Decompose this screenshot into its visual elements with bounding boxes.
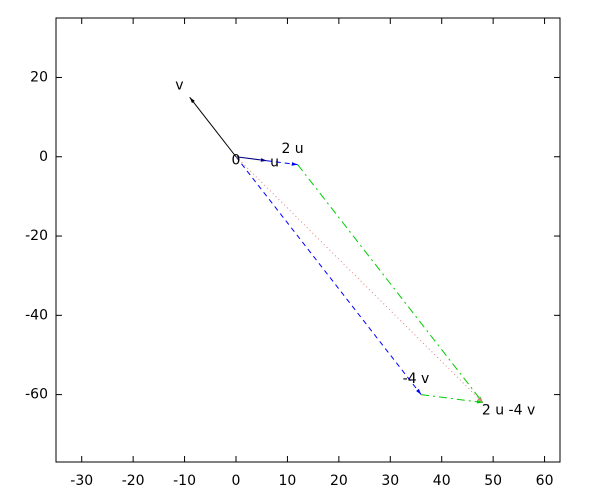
x-tick-label: 40 [433, 473, 451, 489]
x-tick-label: 20 [330, 473, 348, 489]
x-tick-label: -20 [122, 473, 145, 489]
x-tick-label: 0 [232, 473, 241, 489]
vector [189, 96, 237, 158]
y-tick-label: -60 [25, 387, 48, 403]
x-tick-label: -10 [173, 473, 196, 489]
vector-label: 0 [232, 153, 241, 169]
vector-label: v [175, 77, 183, 93]
vector-label: 2 u [281, 141, 303, 157]
y-tick-label: 20 [30, 69, 48, 85]
x-tick-label: 10 [279, 473, 297, 489]
y-tick-label: -20 [25, 228, 48, 244]
vector [235, 156, 267, 162]
plot-frame [55, 17, 561, 463]
vector [235, 156, 422, 395]
vector-label: -4 v [403, 371, 430, 387]
vector [235, 156, 484, 403]
y-tick-label: -40 [25, 307, 48, 323]
x-tick-label: -30 [70, 473, 93, 489]
x-tick-label: 60 [536, 473, 554, 489]
vector-label: 2 u -4 v [482, 402, 535, 418]
x-tick-label: 50 [484, 473, 502, 489]
x-tick-label: 30 [381, 473, 399, 489]
vector-label: u [270, 155, 279, 171]
vector [297, 164, 484, 403]
y-tick-label: 0 [39, 149, 48, 165]
vector [421, 394, 483, 404]
